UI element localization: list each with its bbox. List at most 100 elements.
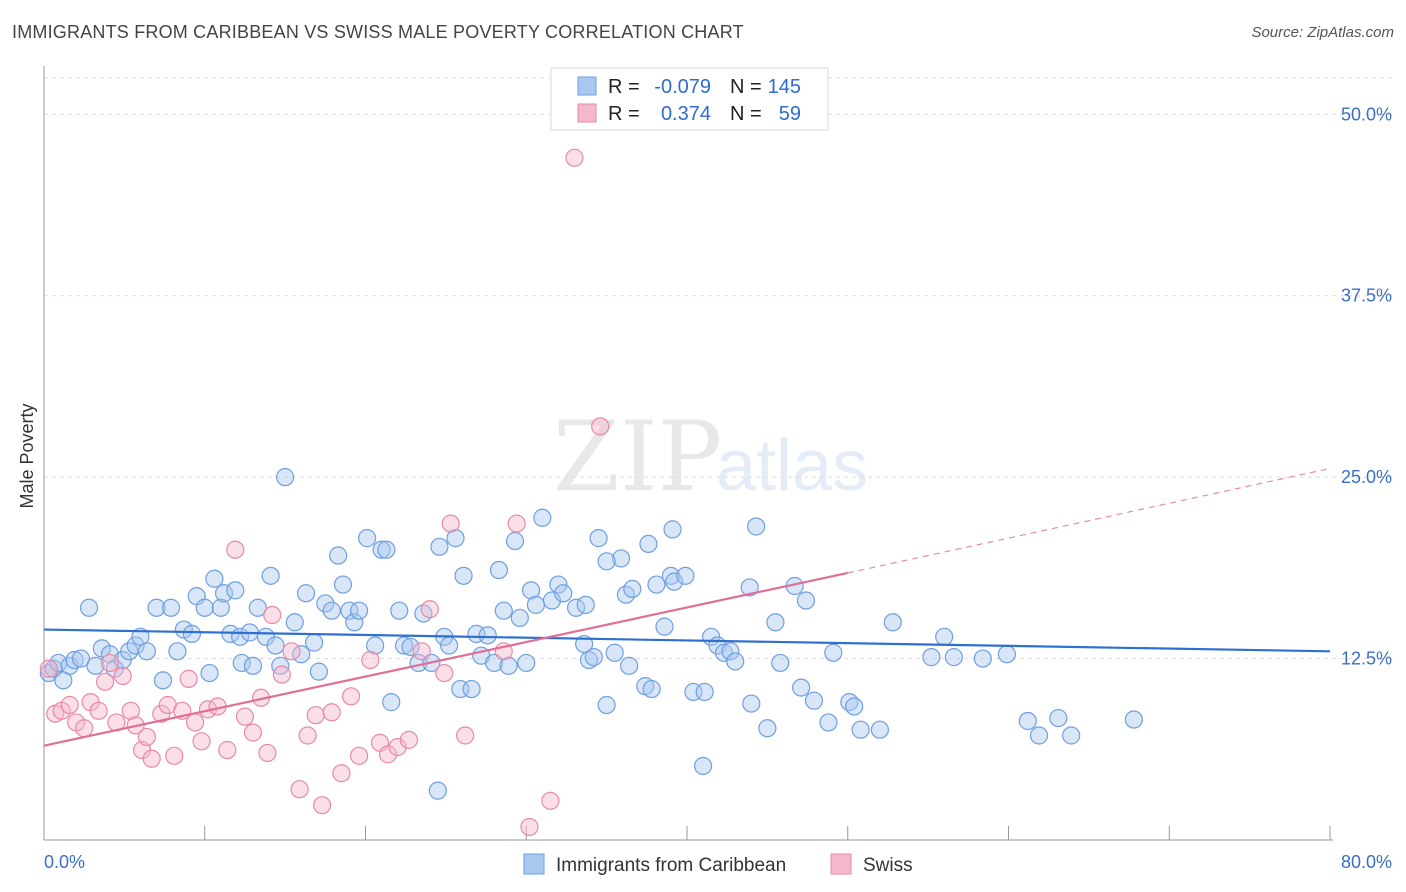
- point-caribbean: [845, 697, 864, 716]
- point-swiss: [306, 706, 325, 725]
- point-caribbean: [137, 642, 156, 661]
- y-tick-label: 37.5%: [1341, 286, 1392, 306]
- point-caribbean: [1049, 708, 1068, 728]
- trend-line-swiss-extension: [847, 467, 1331, 574]
- point-caribbean: [804, 691, 824, 710]
- point-swiss: [272, 665, 292, 684]
- point-swiss: [541, 791, 560, 810]
- point-swiss: [298, 726, 317, 745]
- point-caribbean: [485, 653, 504, 673]
- point-swiss: [290, 780, 309, 799]
- point-caribbean: [663, 520, 682, 539]
- point-caribbean: [521, 581, 541, 600]
- point-caribbean: [597, 552, 616, 571]
- point-swiss: [263, 605, 282, 625]
- point-caribbean: [322, 601, 341, 620]
- point-caribbean: [623, 579, 642, 599]
- series-caribbean-points: [39, 468, 1143, 800]
- legend-r-label-caribbean: R =: [608, 76, 640, 98]
- point-swiss: [520, 817, 539, 837]
- point-caribbean: [922, 648, 941, 667]
- point-caribbean: [390, 601, 409, 620]
- point-caribbean: [340, 601, 359, 620]
- point-caribbean: [285, 613, 304, 632]
- point-caribbean: [883, 613, 902, 632]
- point-swiss: [341, 687, 361, 706]
- point-swiss: [75, 719, 94, 738]
- point-swiss: [186, 713, 205, 732]
- point-caribbean: [1029, 726, 1049, 745]
- legend-r-value-swiss: 0.374: [661, 103, 711, 125]
- point-caribbean: [349, 601, 369, 620]
- source-credit: Source: ZipAtlas.com: [1251, 24, 1394, 41]
- point-swiss: [179, 669, 198, 688]
- point-caribbean: [935, 627, 954, 646]
- point-caribbean: [721, 642, 740, 661]
- y-tick-label: 25.0%: [1341, 467, 1392, 487]
- point-caribbean: [1062, 726, 1081, 745]
- point-swiss: [332, 764, 351, 783]
- point-swiss: [420, 600, 439, 619]
- legend-n-label-swiss: N =: [730, 103, 762, 125]
- point-caribbean: [549, 575, 568, 594]
- series-swiss-points: [39, 148, 610, 837]
- point-caribbean: [316, 594, 335, 613]
- point-caribbean: [824, 643, 843, 662]
- point-caribbean: [747, 517, 766, 536]
- point-swiss: [591, 417, 610, 436]
- point-caribbean: [494, 601, 513, 620]
- x-tick-label-min: 0.0%: [44, 852, 85, 872]
- point-swiss: [312, 796, 332, 815]
- point-swiss: [441, 514, 460, 533]
- point-caribbean: [428, 781, 447, 800]
- trend-line-swiss: [43, 571, 848, 747]
- legend-r-value-caribbean: -0.079: [654, 76, 711, 98]
- point-swiss: [388, 738, 407, 757]
- point-caribbean: [796, 591, 816, 610]
- legend-n-value-swiss: 59: [779, 103, 801, 125]
- point-caribbean: [296, 584, 316, 603]
- point-swiss: [456, 726, 475, 745]
- point-caribbean: [153, 671, 173, 690]
- point-caribbean: [358, 529, 377, 548]
- point-caribbean: [655, 617, 674, 636]
- point-swiss: [142, 749, 161, 768]
- point-caribbean: [478, 626, 497, 645]
- legend-r-label-swiss: R =: [608, 103, 640, 125]
- legend-stats-box: [550, 67, 829, 131]
- watermark: ZIP atlas: [553, 401, 868, 513]
- point-swiss: [435, 663, 454, 683]
- legend-swatch-caribbean: [577, 76, 597, 96]
- point-caribbean: [819, 713, 838, 732]
- point-caribbean: [266, 636, 285, 655]
- point-caribbean: [851, 720, 870, 739]
- point-caribbean: [647, 575, 666, 594]
- point-swiss: [282, 642, 301, 661]
- legend-n-label-caribbean: N =: [730, 76, 762, 98]
- legend-stats: R = -0.079 N = 145 R = 0.374 N = 59: [550, 67, 829, 131]
- point-swiss: [258, 743, 277, 763]
- trend-lines: [43, 467, 1331, 747]
- point-caribbean: [766, 613, 785, 632]
- trend-line-caribbean: [43, 628, 1331, 653]
- point-caribbean: [579, 650, 599, 670]
- point-caribbean: [126, 636, 145, 655]
- point-swiss: [399, 730, 419, 749]
- point-caribbean: [499, 656, 518, 675]
- legend-n-value-caribbean: 145: [768, 76, 801, 98]
- point-caribbean: [605, 643, 624, 662]
- point-caribbean: [243, 656, 263, 675]
- point-swiss: [361, 650, 380, 670]
- point-caribbean: [611, 549, 631, 568]
- legend-series: Immigrants from Caribbean Swiss: [523, 853, 913, 876]
- point-swiss: [89, 701, 108, 720]
- point-swiss: [226, 540, 245, 559]
- point-caribbean: [510, 608, 529, 628]
- point-caribbean: [71, 649, 91, 668]
- point-swiss: [121, 701, 140, 720]
- legend-swatch-swiss: [577, 103, 597, 123]
- y-tick-label: 50.0%: [1341, 104, 1392, 124]
- point-caribbean: [205, 569, 224, 588]
- point-caribbean: [333, 575, 353, 594]
